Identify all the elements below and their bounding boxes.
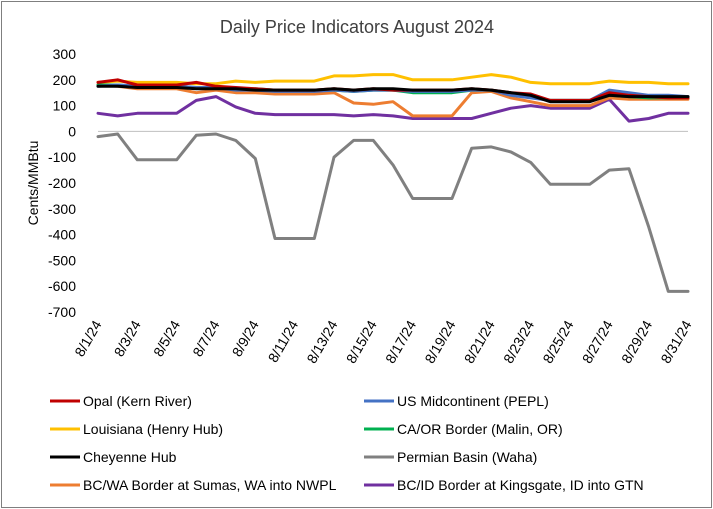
- x-tick-label: 8/19/24: [421, 317, 458, 366]
- y-tick-label: 200: [53, 72, 77, 88]
- chart-title: Daily Price Indicators August 2024: [220, 17, 494, 37]
- y-tick-label: 300: [53, 46, 77, 62]
- x-tick-label: 8/1/24: [71, 317, 104, 359]
- series-line: [96, 83, 690, 118]
- legend-label: Opal (Kern River): [83, 393, 192, 409]
- series-line: [96, 132, 690, 293]
- x-tick-label: 8/25/24: [539, 317, 576, 366]
- y-tick-label: -700: [48, 304, 76, 320]
- y-tick-label: -300: [48, 201, 76, 217]
- x-tick-label: 8/31/24: [657, 317, 694, 366]
- x-tick-label: 8/21/24: [461, 317, 498, 366]
- series-line: [96, 84, 690, 104]
- y-tick-label: 0: [68, 123, 76, 139]
- x-tick-label: 8/29/24: [618, 317, 655, 366]
- legend-label: BC/ID Border at Kingsgate, ID into GTN: [397, 477, 644, 493]
- x-tick-label: 8/3/24: [111, 317, 144, 359]
- x-tick-label: 8/5/24: [150, 317, 183, 359]
- series-lines: [96, 73, 690, 293]
- x-tick-label: 8/23/24: [500, 317, 537, 366]
- y-tick-label: -500: [48, 252, 76, 268]
- legend: Opal (Kern River) US Midcontinent (PEPL) L…: [50, 393, 644, 493]
- x-tick-labels: 8/1/24 8/3/24 8/5/24 8/7/24 8/9/24 8/11/24 8/1…: [71, 317, 694, 366]
- legend-label: Permian Basin (Waha): [397, 449, 537, 465]
- y-tick-label: -600: [48, 278, 76, 294]
- x-tick-label: 8/7/24: [189, 317, 222, 359]
- legend-label: US Midcontinent (PEPL): [397, 393, 549, 409]
- x-tick-label: 8/9/24: [229, 317, 262, 359]
- x-tick-label: 8/13/24: [303, 317, 340, 366]
- legend-label: Louisiana (Henry Hub): [83, 421, 223, 437]
- x-tick-label: 8/11/24: [265, 317, 302, 365]
- y-tick-label: -100: [48, 149, 76, 165]
- y-tick-label: -400: [48, 227, 76, 243]
- y-tick-label: -200: [48, 175, 76, 191]
- legend-label: CA/OR Border (Malin, OR): [397, 421, 563, 437]
- y-tick-labels: 300 200 100 0 -100 -200 -300 -400 -500 -600 -700: [48, 46, 76, 320]
- x-tick-label: 8/27/24: [579, 317, 616, 366]
- legend-label: BC/WA Border at Sumas, WA into NWPL: [83, 477, 337, 493]
- series-line: [96, 95, 690, 123]
- x-tick-label: 8/17/24: [382, 317, 419, 366]
- x-tick-label: 8/15/24: [343, 317, 380, 366]
- y-tick-label: 100: [53, 98, 77, 114]
- legend-label: Cheyenne Hub: [83, 449, 177, 465]
- y-axis-label: Cents/MMBtu: [25, 141, 41, 226]
